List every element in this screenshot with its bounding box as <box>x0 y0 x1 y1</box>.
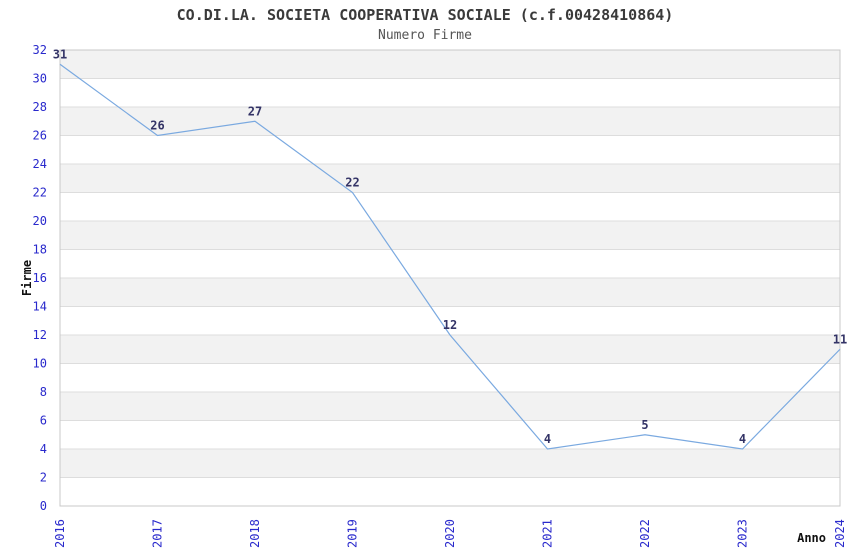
y-tick-label: 14 <box>33 300 47 314</box>
y-tick-label: 32 <box>33 43 47 57</box>
y-tick-label: 28 <box>33 100 47 114</box>
data-point-label: 31 <box>53 47 67 61</box>
plot-border <box>59 49 841 507</box>
y-tick-label: 22 <box>33 186 47 200</box>
y-tick-label: 18 <box>33 243 47 257</box>
y-tick-label: 12 <box>33 328 47 342</box>
data-point-label: 5 <box>641 418 648 432</box>
x-tick-label: 2017 <box>151 519 165 548</box>
x-tick-label: 2019 <box>346 519 360 548</box>
x-tick-label: 2018 <box>248 519 262 548</box>
data-point-label: 4 <box>739 432 746 446</box>
x-axis-title: Anno <box>797 531 826 545</box>
x-tick-label: 2022 <box>638 519 652 548</box>
x-tick-label: 2020 <box>443 519 457 548</box>
y-tick-label: 26 <box>33 129 47 143</box>
plot-band <box>60 278 840 307</box>
plot-band <box>60 107 840 136</box>
data-point-label: 11 <box>833 332 847 346</box>
chart-subtitle: Numero Firme <box>378 28 472 43</box>
data-point-label: 27 <box>248 104 262 118</box>
chart-line <box>59 63 841 450</box>
data-point-label: 26 <box>150 119 164 133</box>
y-tick-label: 6 <box>40 414 47 428</box>
chart-title: CO.DI.LA. SOCIETA COOPERATIVA SOCIALE (c… <box>176 6 674 24</box>
y-tick-label: 24 <box>33 157 47 171</box>
y-tick-label: 20 <box>33 214 47 228</box>
plot-band <box>60 335 840 364</box>
x-tick-label: 2023 <box>736 519 750 548</box>
y-tick-label: 4 <box>40 442 47 456</box>
y-tick-label: 10 <box>33 357 47 371</box>
data-point-label: 4 <box>544 432 551 446</box>
y-tick-label: 16 <box>33 271 47 285</box>
x-tick-label: 2024 <box>833 519 847 548</box>
plot-band <box>60 449 840 478</box>
plot-band <box>60 392 840 421</box>
y-tick-label: 2 <box>40 471 47 485</box>
y-tick-label: 30 <box>33 72 47 86</box>
plot-band <box>60 221 840 250</box>
plot-band <box>60 164 840 193</box>
data-point-label: 22 <box>345 176 359 190</box>
x-tick-label: 2021 <box>541 519 555 548</box>
y-tick-label: 8 <box>40 385 47 399</box>
x-tick-label: 2016 <box>53 519 67 548</box>
y-tick-label: 0 <box>40 499 47 513</box>
plot-band <box>60 50 840 79</box>
data-point-label: 12 <box>443 318 457 332</box>
